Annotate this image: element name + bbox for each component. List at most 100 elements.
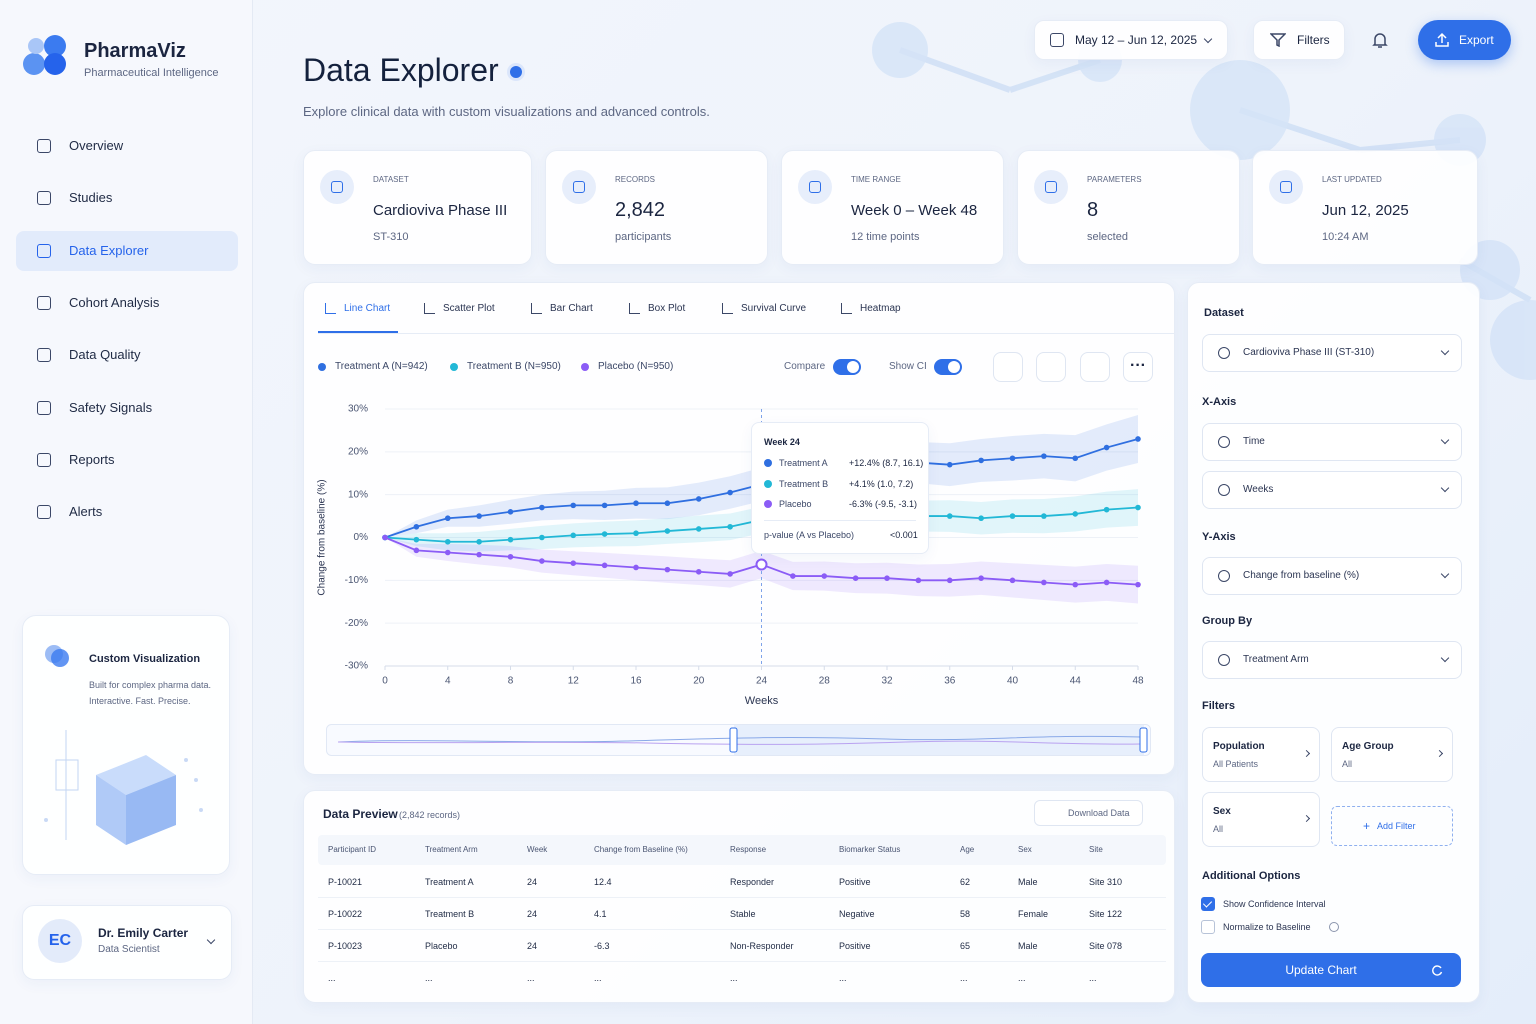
stat-label: RECORDS <box>615 175 656 184</box>
update-chart-button[interactable] <box>1201 953 1461 987</box>
table-cell: ... <box>425 973 433 983</box>
tab-icon <box>629 303 640 314</box>
table-cell: Non-Responder <box>730 941 794 951</box>
preview-title: Data Preview <box>323 807 398 821</box>
tooltip-divider <box>764 520 916 521</box>
y-tick-label: 20% <box>348 446 368 457</box>
data-point <box>539 558 545 564</box>
download-button[interactable] <box>1034 800 1143 826</box>
chart-tab[interactable]: Bar Chart <box>550 303 593 314</box>
show-ci-toggle[interactable] <box>934 359 962 375</box>
x-tick-label: 12 <box>568 676 580 687</box>
filters-button[interactable] <box>1253 20 1345 60</box>
y-tick-label: -20% <box>345 618 368 629</box>
stat-label: LAST UPDATED <box>1322 175 1382 184</box>
filter-card[interactable] <box>1202 727 1320 782</box>
promo-title: Custom Visualization <box>89 653 201 665</box>
legend-label[interactable]: Treatment B (N=950) <box>467 361 561 372</box>
filter-card[interactable] <box>1331 727 1453 782</box>
data-point <box>444 549 451 556</box>
nav-item[interactable]: Safety Signals <box>69 399 153 415</box>
select-icon <box>1218 484 1230 496</box>
chart-tab[interactable]: Line Chart <box>344 303 391 314</box>
compare-toggle[interactable] <box>833 359 861 375</box>
table-cell: 12.4 <box>594 877 612 887</box>
date-range-button[interactable] <box>1034 20 1228 60</box>
data-point <box>1009 513 1016 519</box>
legend-label[interactable]: Treatment A (N=942) <box>335 361 428 372</box>
stat-icon <box>562 170 596 204</box>
stat-icon-glyph <box>809 181 821 193</box>
table-column-header: Change from Baseline (%) <box>594 845 688 854</box>
nav-active-bg <box>16 230 238 271</box>
checkbox[interactable] <box>1201 897 1215 911</box>
nav-icon <box>37 505 51 520</box>
legend-label[interactable]: Placebo (N=950) <box>598 361 674 372</box>
data-point <box>1041 453 1047 459</box>
nav-item[interactable]: Reports <box>69 451 115 467</box>
zoom-out-button[interactable] <box>1036 352 1066 382</box>
data-point <box>915 577 922 584</box>
range-navigator[interactable] <box>326 722 1152 758</box>
data-point <box>476 551 482 558</box>
table-cell: P-10021 <box>328 877 363 887</box>
tooltip-value: -6.3% (-9.5, -3.1) <box>849 499 918 509</box>
x-axis-select[interactable] <box>1202 423 1462 461</box>
table-cell: 58 <box>960 909 971 919</box>
filter-card[interactable] <box>1202 792 1320 847</box>
notification-bell[interactable] <box>1371 31 1389 49</box>
chart-tab[interactable]: Heatmap <box>860 303 901 314</box>
chart-tab[interactable]: Scatter Plot <box>443 303 495 314</box>
download-label: Download Data <box>1068 808 1130 818</box>
x-unit-select[interactable] <box>1202 471 1462 509</box>
data-point <box>507 553 514 560</box>
table-column-header: Participant ID <box>328 845 377 854</box>
checkbox[interactable] <box>1201 920 1215 934</box>
nav-item[interactable]: Studies <box>69 190 113 206</box>
filter-value: All <box>1342 759 1353 769</box>
nav-icon <box>37 295 51 310</box>
data-point <box>1072 581 1079 588</box>
chart-tab[interactable]: Box Plot <box>648 303 686 314</box>
data-point <box>695 526 702 532</box>
user-avatar: EC <box>38 919 82 963</box>
stat-icon-glyph <box>1280 181 1292 193</box>
table-column-header: Response <box>730 845 767 854</box>
data-point <box>539 504 545 511</box>
x-tick-label: 28 <box>819 676 831 687</box>
data-point <box>1103 506 1110 513</box>
data-point <box>633 500 639 507</box>
export-button[interactable] <box>1418 20 1511 60</box>
nav-item[interactable]: Cohort Analysis <box>69 294 160 310</box>
nav-icon <box>37 348 51 363</box>
group-select[interactable] <box>1202 641 1462 679</box>
cube-illustration <box>44 730 203 845</box>
filter-name: Age Group <box>1342 741 1394 752</box>
x-tick-label: 36 <box>944 676 956 687</box>
dataset-select[interactable] <box>1202 334 1462 372</box>
add-filter-button[interactable] <box>1331 806 1453 846</box>
table-cell: -6.3 <box>594 941 610 951</box>
table-header <box>318 835 1166 865</box>
nav-item[interactable]: Data Quality <box>69 347 141 363</box>
nav-icon <box>37 139 51 153</box>
select-value: Cardioviva Phase III (ST-310) <box>1243 347 1375 358</box>
tab-icon <box>531 303 542 314</box>
stat-value: Week 0 – Week 48 <box>851 202 978 219</box>
nav-item[interactable]: Data Explorer <box>69 242 149 258</box>
nav-item[interactable]: Overview <box>69 138 124 153</box>
data-point <box>884 575 890 581</box>
tab-divider <box>318 333 1174 334</box>
nav-item[interactable]: Alerts <box>69 504 103 520</box>
table-cell: Site 078 <box>1089 941 1123 951</box>
table-cell: Positive <box>839 941 871 951</box>
zoom-in-button[interactable] <box>993 352 1023 382</box>
more-button[interactable]: ··· <box>1123 352 1153 382</box>
table-cell: P-10022 <box>328 909 363 919</box>
select-icon <box>1218 436 1230 448</box>
y-axis-select[interactable] <box>1202 557 1462 595</box>
chart-tab[interactable]: Survival Curve <box>741 303 807 314</box>
fullscreen-button[interactable] <box>1080 352 1110 382</box>
page-title: Data Explorer <box>303 52 499 88</box>
option-label: Show Confidence Interval <box>1223 899 1326 909</box>
